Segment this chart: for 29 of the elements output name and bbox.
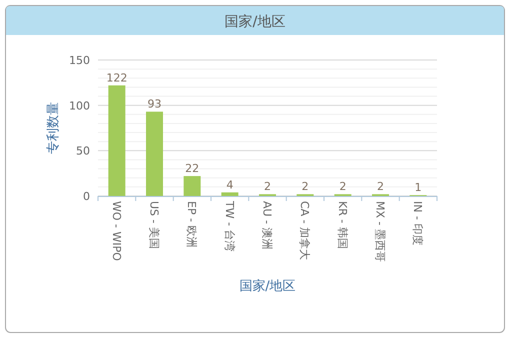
y-tick-label: 50 — [76, 144, 90, 158]
y-tick-label: 0 — [83, 190, 90, 203]
bar — [146, 112, 163, 196]
data-label: 93 — [148, 98, 162, 111]
data-label: 4 — [226, 178, 234, 192]
x-axis-title: 国家/地区 — [239, 278, 296, 294]
x-tick-label: IN - 印度 — [411, 201, 424, 246]
data-label: 1 — [414, 181, 422, 194]
x-tick-label: US - 美国 — [148, 201, 160, 249]
bar — [184, 176, 201, 196]
x-tick-label: EP - 欧洲 — [185, 201, 198, 248]
data-label: 22 — [185, 162, 200, 176]
data-label: 122 — [106, 71, 128, 84]
bar — [221, 192, 238, 196]
y-axis-title: 专利数量 — [46, 102, 61, 154]
x-tick-label: AU - 澳洲 — [260, 201, 274, 250]
data-label: 2 — [339, 180, 346, 194]
y-tick-label: 150 — [69, 54, 90, 67]
data-label: 2 — [302, 180, 309, 194]
bar — [108, 85, 126, 196]
y-tick-label: 100 — [69, 99, 90, 112]
x-tick-label: WO - WIPO — [110, 201, 123, 262]
x-tick-label: KR - 韩国 — [336, 201, 349, 249]
x-tick-label: CA - 加拿大 — [298, 201, 312, 260]
data-label: 2 — [264, 180, 271, 194]
chart-title: 国家/地区 — [224, 14, 286, 30]
data-label: 2 — [377, 180, 384, 194]
x-tick-label: TW - 台湾 — [222, 200, 236, 252]
x-tick-label: MX - 墨西哥 — [374, 201, 386, 262]
